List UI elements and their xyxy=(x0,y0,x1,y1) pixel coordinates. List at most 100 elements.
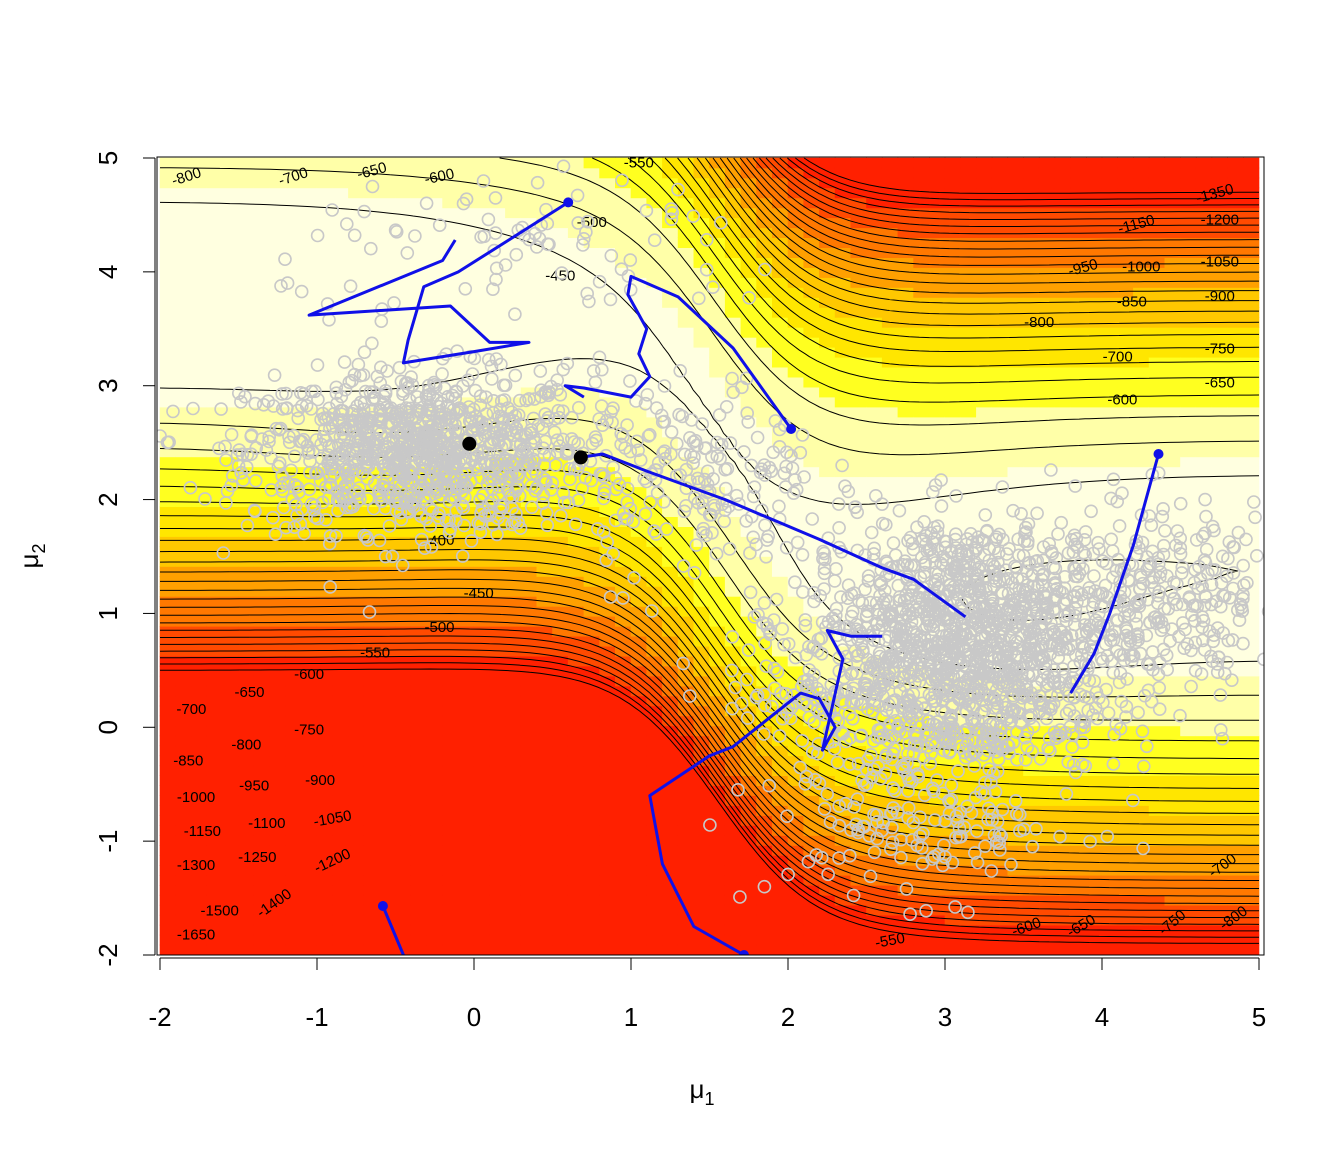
path-start-point xyxy=(563,197,574,208)
sample-point xyxy=(1140,739,1154,754)
sample-point xyxy=(758,636,772,651)
sample-point xyxy=(952,693,967,707)
sample-point xyxy=(761,529,776,544)
sample-point xyxy=(871,759,885,773)
sample-point xyxy=(427,442,442,457)
sample-point xyxy=(845,711,860,726)
x-tick-label: 5 xyxy=(1252,1002,1266,1032)
sample-point xyxy=(1092,542,1106,556)
sample-point xyxy=(925,485,940,499)
sample-point xyxy=(443,429,458,444)
sample-point xyxy=(863,869,878,884)
sample-point xyxy=(710,449,725,463)
contour-label: -950 xyxy=(239,777,269,794)
y-tick-label: -2 xyxy=(93,943,123,966)
sample-point xyxy=(356,452,370,466)
sample-point xyxy=(686,435,701,449)
sample-point xyxy=(857,676,872,691)
sample-point xyxy=(985,596,1000,611)
sample-point xyxy=(725,629,740,644)
sample-point xyxy=(599,553,614,568)
contour-line xyxy=(160,157,1259,944)
sample-point xyxy=(1236,558,1250,573)
sample-point xyxy=(1061,546,1076,561)
sample-point xyxy=(365,410,379,425)
sample-point xyxy=(1022,555,1037,570)
sample-point xyxy=(629,394,643,408)
sample-point xyxy=(981,801,996,816)
sample-point xyxy=(1004,639,1019,654)
sample-point xyxy=(380,419,395,434)
sample-point xyxy=(458,144,470,156)
sample-point xyxy=(414,532,429,547)
sample-point xyxy=(400,425,415,440)
sample-point xyxy=(691,495,706,510)
sample-point xyxy=(239,460,254,474)
y-axis: -2 -1 0 1 2 3 4 5 xyxy=(93,151,156,967)
contour-label: -1000 xyxy=(177,789,215,806)
sample-point xyxy=(977,748,991,762)
sample-point xyxy=(832,520,846,535)
sample-point xyxy=(657,379,672,393)
sample-point xyxy=(484,436,499,450)
sample-point xyxy=(840,619,854,634)
sample-point xyxy=(486,282,500,297)
sample-point xyxy=(866,547,881,561)
sample-point xyxy=(1220,655,1234,670)
sample-point xyxy=(915,856,930,871)
contour-label: -900 xyxy=(305,772,335,789)
sample-point xyxy=(620,495,635,510)
sample-point xyxy=(910,838,925,853)
sample-point xyxy=(884,842,898,857)
sample-point xyxy=(886,746,900,761)
sample-point xyxy=(769,592,784,607)
sample-point xyxy=(642,427,657,442)
sample-point xyxy=(967,711,982,726)
sample-point xyxy=(703,818,717,832)
sample-point xyxy=(1008,794,1023,808)
sample-point xyxy=(742,290,756,305)
sample-point xyxy=(341,438,355,453)
sample-point xyxy=(672,407,686,422)
sample-point xyxy=(1112,675,1127,690)
sample-point xyxy=(845,665,860,680)
sample-point xyxy=(1128,635,1143,650)
sample-point xyxy=(1005,576,1020,590)
sample-point xyxy=(725,663,739,678)
sample-point xyxy=(1232,613,1247,628)
sample-point xyxy=(589,433,604,448)
sample-point xyxy=(304,384,319,399)
sample-point xyxy=(954,546,969,561)
sample-point xyxy=(814,850,829,865)
sample-point xyxy=(339,217,354,231)
sample-point xyxy=(1052,623,1067,637)
sample-point xyxy=(705,525,719,540)
sample-point xyxy=(304,402,318,416)
sample-point xyxy=(450,344,464,359)
sample-point xyxy=(989,718,1004,732)
sample-point xyxy=(287,520,302,535)
sample-point xyxy=(1177,641,1191,656)
sample-point xyxy=(435,367,449,381)
sample-point xyxy=(366,501,381,516)
sample-point xyxy=(861,752,875,767)
sample-point xyxy=(785,461,800,476)
sample-point xyxy=(807,594,821,609)
sample-point xyxy=(1104,633,1118,648)
sample-point xyxy=(901,746,915,761)
sample-point xyxy=(278,252,292,267)
sample-point xyxy=(812,776,827,791)
sample-point xyxy=(1063,719,1078,734)
contour-line xyxy=(160,157,1259,865)
sample-point xyxy=(357,528,372,543)
sample-point xyxy=(949,564,964,578)
sample-point xyxy=(424,540,439,554)
sample-point xyxy=(749,537,764,552)
sample-point xyxy=(420,402,435,417)
y-tick-label: 3 xyxy=(93,378,123,392)
sample-point xyxy=(767,661,782,676)
sample-point xyxy=(987,602,1002,617)
sample-point xyxy=(987,828,1002,843)
sample-point xyxy=(226,469,240,483)
sample-point xyxy=(916,532,930,547)
